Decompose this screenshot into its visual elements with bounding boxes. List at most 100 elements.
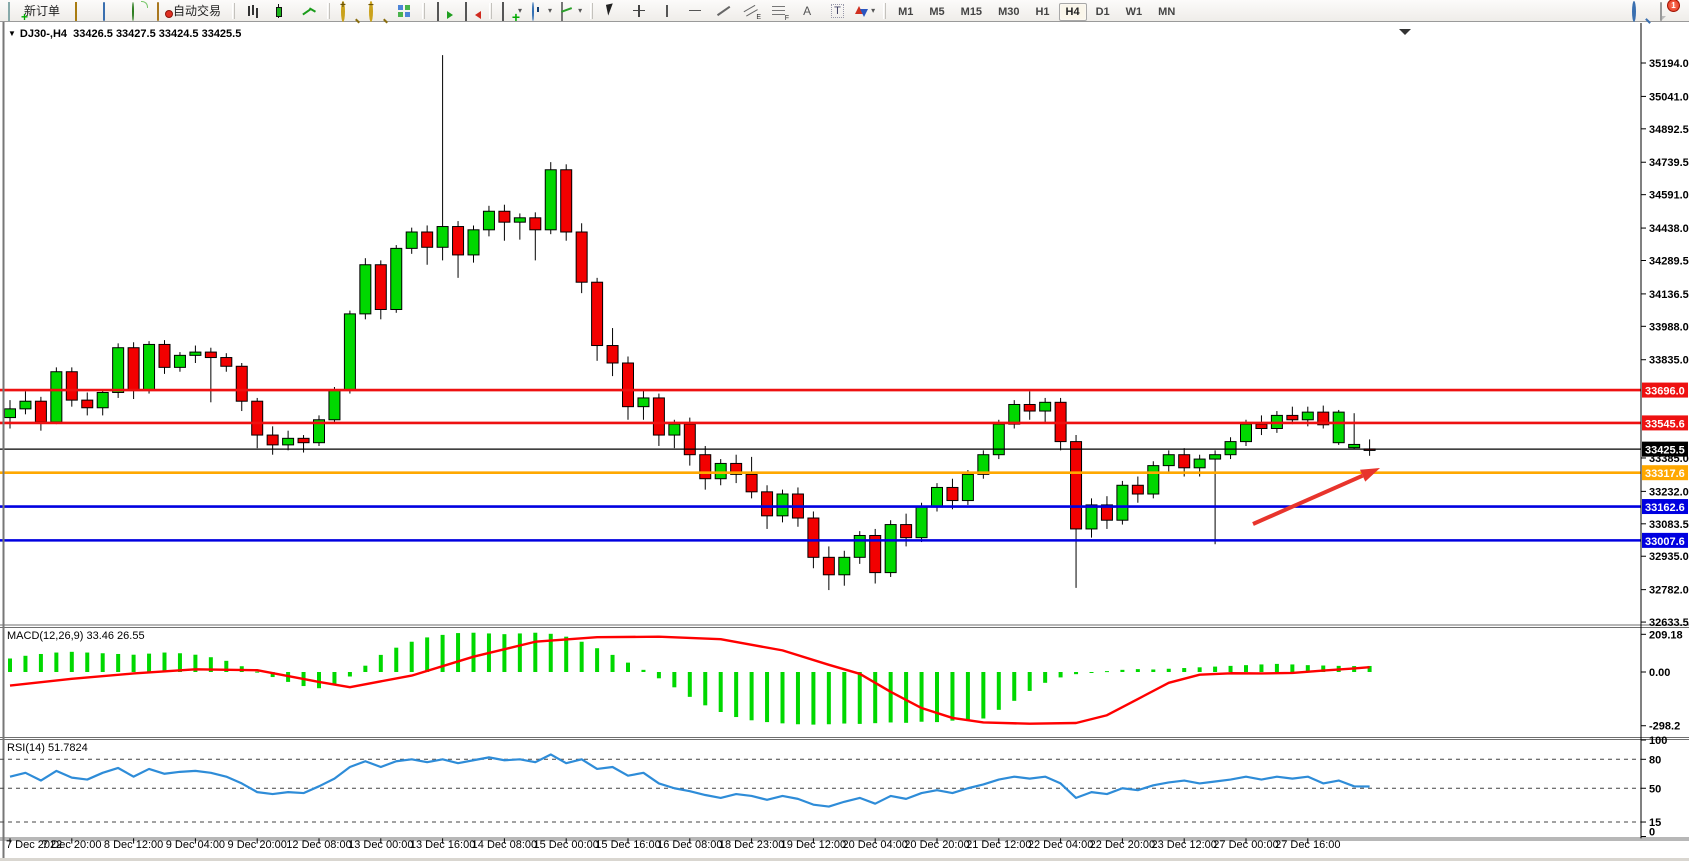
candle-bearish[interactable]: [1131, 484, 1144, 495]
depth-of-market-button[interactable]: [68, 0, 94, 22]
candle-bearish[interactable]: [591, 281, 604, 347]
candle-bearish[interactable]: [421, 231, 434, 248]
candle-bullish[interactable]: [282, 437, 295, 446]
candle-bullish[interactable]: [1240, 423, 1252, 443]
candle-bullish[interactable]: [436, 226, 449, 248]
candle-bearish[interactable]: [204, 351, 217, 359]
trendline-tool-button[interactable]: [710, 0, 736, 22]
autotrade-button[interactable]: 自动交易: [152, 0, 227, 22]
candle-bearish[interactable]: [606, 345, 619, 364]
candle-bearish[interactable]: [81, 399, 94, 409]
candle-bullish[interactable]: [1147, 465, 1160, 495]
candle-bullish[interactable]: [544, 169, 557, 231]
timeframe-d1-button[interactable]: D1: [1095, 5, 1110, 18]
timeframe-m30-button[interactable]: M30: [998, 5, 1020, 18]
chart-shift-button[interactable]: [458, 0, 484, 22]
candle-bearish[interactable]: [1286, 414, 1299, 421]
candle-bearish[interactable]: [34, 400, 47, 423]
candle-bullish[interactable]: [467, 229, 480, 256]
horizontal-line-tool-button[interactable]: [682, 0, 708, 22]
candle-bullish[interactable]: [915, 506, 928, 539]
candle-bearish[interactable]: [1178, 454, 1191, 469]
candle-bearish[interactable]: [807, 517, 820, 558]
candle-bearish[interactable]: [1070, 441, 1083, 530]
chart-canvas[interactable]: 35194.0 35041.0 34892.5 34739.5 34591.0 34438…: [0, 22, 1689, 861]
candle-bullish[interactable]: [1085, 504, 1098, 530]
candle-bullish[interactable]: [1332, 411, 1345, 444]
timeframe-m15-button[interactable]: M15: [960, 5, 983, 18]
candle-bearish[interactable]: [745, 473, 758, 493]
candle-bullish[interactable]: [189, 351, 202, 356]
candle-bullish[interactable]: [513, 217, 526, 223]
candle-bullish[interactable]: [1116, 484, 1129, 521]
candle-bearish[interactable]: [297, 437, 310, 444]
candle-bullish[interactable]: [977, 454, 990, 475]
vertical-line-tool-button[interactable]: [654, 0, 680, 22]
signals-button[interactable]: [124, 0, 150, 22]
candle-bullish[interactable]: [1209, 454, 1222, 460]
candle-bullish[interactable]: [992, 423, 1005, 456]
candle-bullish[interactable]: [313, 419, 325, 444]
candle-bullish[interactable]: [112, 347, 125, 393]
candle-bullish[interactable]: [714, 462, 727, 480]
candle-bearish[interactable]: [575, 231, 588, 283]
candle-bullish[interactable]: [838, 556, 851, 576]
candle-bullish[interactable]: [1039, 401, 1052, 412]
chart-shift-marker-icon[interactable]: [1399, 29, 1411, 35]
candle-bullish[interactable]: [1348, 443, 1361, 449]
fibonacci-tool-button[interactable]: [766, 0, 792, 22]
candle-bearish[interactable]: [869, 534, 882, 574]
candle-bearish[interactable]: [374, 264, 387, 311]
candle-bearish[interactable]: [127, 347, 140, 391]
profiles-button[interactable]: ▾: [527, 0, 555, 22]
candle-bullish[interactable]: [4, 408, 16, 419]
candle-bullish[interactable]: [884, 524, 897, 574]
candle-bearish[interactable]: [822, 556, 835, 576]
candle-bearish[interactable]: [452, 226, 465, 256]
candle-bearish[interactable]: [622, 362, 634, 408]
candle-bullish[interactable]: [405, 231, 418, 249]
candle-bearish[interactable]: [1317, 411, 1330, 426]
candle-bullish[interactable]: [96, 391, 109, 409]
new-order-button[interactable]: 新订单: [3, 0, 66, 22]
text-tool-button[interactable]: [794, 0, 820, 22]
candle-bearish[interactable]: [235, 365, 248, 402]
candle-bullish[interactable]: [359, 264, 372, 315]
candle-bearish[interactable]: [1100, 504, 1113, 521]
candle-bearish[interactable]: [251, 400, 264, 436]
candle-bearish[interactable]: [158, 343, 171, 368]
crosshair-tool-button[interactable]: [626, 0, 652, 22]
candle-bullish[interactable]: [1162, 454, 1175, 467]
chart-dropdown-icon[interactable]: ▼: [8, 29, 16, 38]
candle-bearish[interactable]: [1255, 423, 1268, 430]
candle-bearish[interactable]: [266, 434, 279, 446]
candle-bullish[interactable]: [173, 354, 186, 368]
timeframe-m5-button[interactable]: M5: [929, 5, 945, 18]
candle-bullish[interactable]: [1193, 458, 1206, 469]
candle-bullish[interactable]: [328, 389, 341, 421]
timeframe-h4-button[interactable]: H4: [1058, 2, 1087, 21]
timeframe-m1-button[interactable]: M1: [898, 5, 914, 18]
notifications-button[interactable]: 1: [1654, 0, 1680, 22]
channel-tool-button[interactable]: [738, 0, 764, 22]
cursor-tool-button[interactable]: [598, 0, 624, 22]
timeframe-w1-button[interactable]: W1: [1125, 5, 1143, 18]
candle-bullish[interactable]: [776, 493, 789, 517]
candle-bullish[interactable]: [1224, 441, 1237, 456]
candle-bearish[interactable]: [652, 397, 665, 436]
trend-arrow-annotation[interactable]: [1252, 473, 1364, 526]
candle-bullish[interactable]: [19, 400, 32, 410]
candle-bullish[interactable]: [343, 313, 356, 391]
candle-bullish[interactable]: [931, 486, 943, 508]
candle-bearish[interactable]: [65, 371, 78, 401]
candle-bearish[interactable]: [683, 423, 696, 456]
candle-bullish[interactable]: [637, 397, 650, 408]
candlestick-chart-button[interactable]: [268, 0, 294, 22]
candle-bullish[interactable]: [853, 534, 866, 558]
new-chart-button[interactable]: ▾: [497, 0, 525, 22]
candle-bearish[interactable]: [730, 462, 743, 475]
candle-bearish[interactable]: [946, 486, 959, 502]
timeframe-h1-button[interactable]: H1: [1035, 5, 1050, 18]
indicators-button[interactable]: ▾: [557, 0, 585, 22]
candle-bullish[interactable]: [482, 210, 495, 231]
